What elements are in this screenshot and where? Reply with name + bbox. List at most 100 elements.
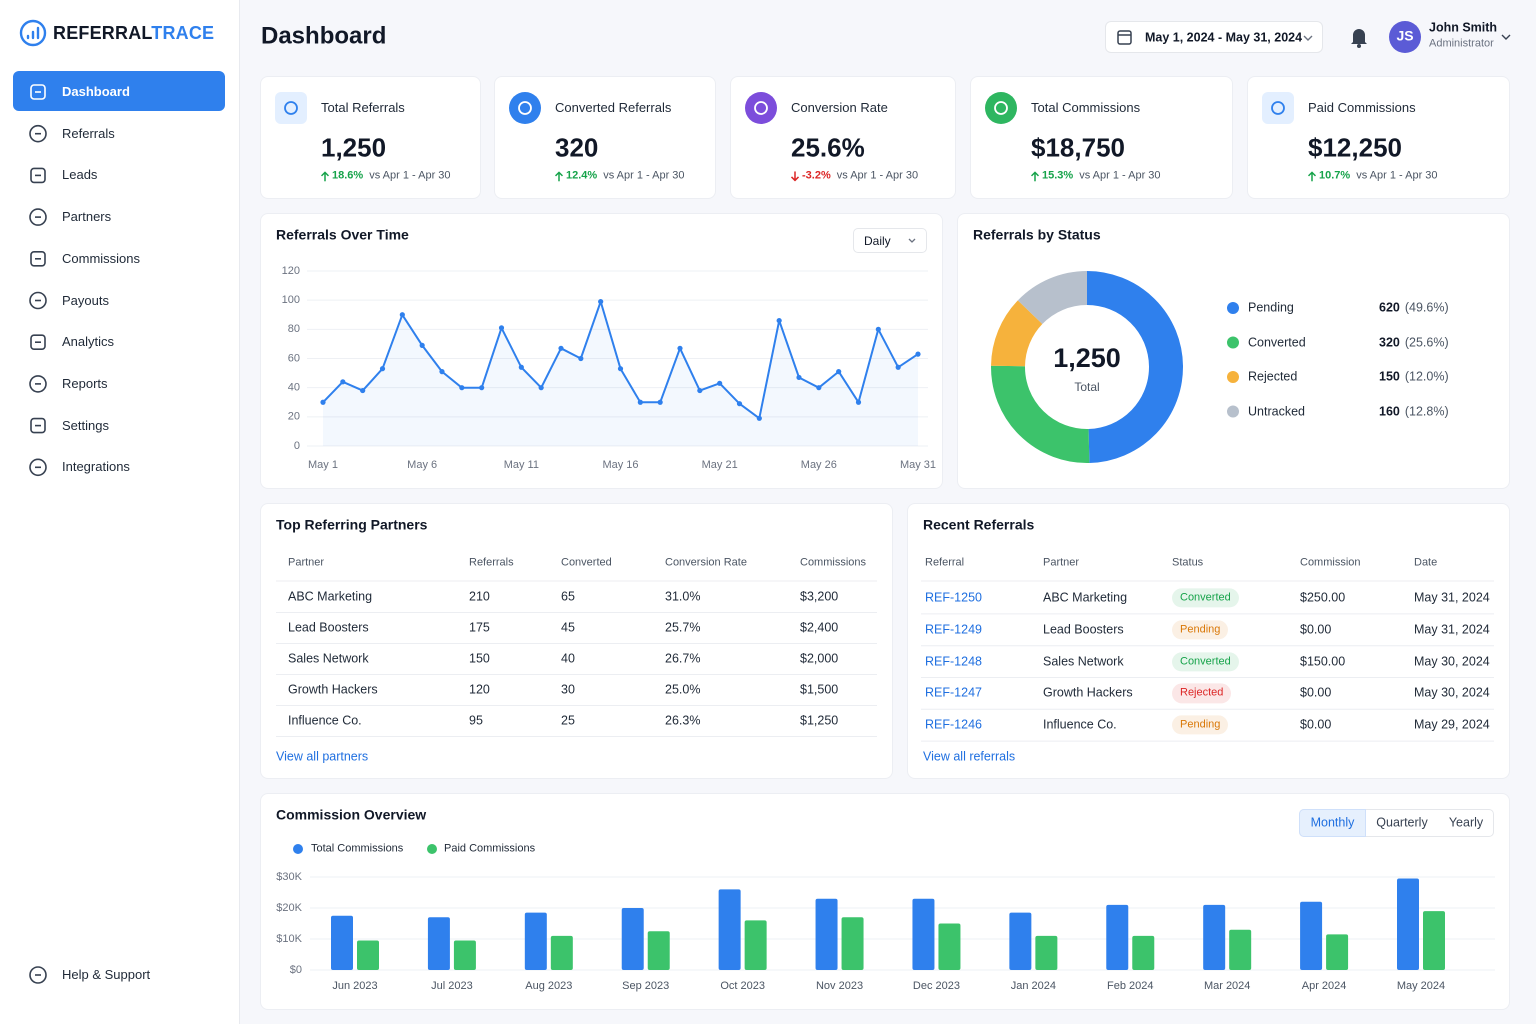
table-link[interactable]: View all partners [276,749,369,764]
column-header: Date [1414,556,1438,569]
bell-dot [1357,44,1361,48]
kpi-change: 18.6% vs Apr 1 - Apr 30 [321,169,451,182]
legend-label: Converted [1248,335,1306,349]
kpi-change-value: 18.6% [332,169,364,182]
table-cell: 65 [561,589,575,604]
table-cell: ABC Marketing [288,589,373,604]
legend-label: Untracked [1248,404,1305,418]
table-cell: Influence Co. [288,713,362,728]
date-picker[interactable] [1105,21,1323,53]
table-cell: May 31, 2024 [1414,590,1490,605]
table-cell: 40 [561,651,575,666]
column-header: Commission [1300,556,1361,569]
referral-link[interactable]: REF-1248 [925,654,982,669]
legend-count: 150 [1379,369,1400,384]
status-pill: Pending [1172,620,1229,640]
nav-item[interactable]: Leads [62,167,98,183]
kpi-value: 25.6% [791,132,865,163]
table-cell: 25.7% [665,620,701,635]
interval-value: Daily [864,233,891,248]
chart-title: Referrals by Status [973,226,1101,243]
nav-item[interactable]: Partners [62,209,112,225]
trend-arrow [791,171,799,181]
column-header: Commissions [800,556,867,569]
legend-count: 620 [1379,300,1400,315]
kpi-change-value: 10.7% [1319,169,1351,182]
nav-item[interactable]: Payouts [62,292,109,308]
nav-item[interactable]: Dashboard [62,84,130,100]
table-cell: 25 [561,713,575,728]
nav-active[interactable] [13,71,225,111]
column-header: Referrals [469,556,514,569]
table-cell: 95 [469,713,483,728]
kpi-compare: vs Apr 1 - Apr 30 [836,169,919,182]
table-cell: May 31, 2024 [1414,622,1490,637]
tab[interactable]: Monthly [1310,815,1355,830]
kpi-value: $12,250 [1308,132,1402,163]
referral-link[interactable]: REF-1250 [925,590,982,605]
table-cell: $250.00 [1300,590,1346,605]
kpi-title: Converted Referrals [555,100,672,116]
table-link[interactable]: View all referrals [923,749,1016,764]
legend-count: 320 [1379,335,1400,349]
column-header: Partner [288,556,325,569]
nav-item[interactable]: Commissions [62,251,141,266]
status-pill: Converted [1172,652,1239,672]
table-cell: Sales Network [288,651,369,666]
table-cell: $0.00 [1300,685,1332,700]
brand: REFERRALTRACE [53,23,214,45]
referral-link[interactable]: REF-1247 [925,685,982,700]
legend-share: (12.0%) [1404,369,1449,384]
legend-share: (25.6%) [1404,335,1449,349]
tab-active[interactable] [1299,809,1366,837]
legend-value: 150 (12.0%) [1379,370,1449,385]
table-cell: Growth Hackers [1043,685,1133,700]
chart-title: Commission Overview [276,806,427,823]
avatar [1389,21,1421,53]
tab[interactable]: Quarterly [1376,815,1428,830]
user-name: John Smith [1429,20,1498,35]
referral-link[interactable]: REF-1246 [925,717,982,732]
line-chart-card [260,213,943,489]
table-card [907,503,1510,779]
trend-arrow [555,171,563,181]
nav-item[interactable]: Referrals [62,125,115,141]
table-cell: 45 [561,620,575,635]
referral-link[interactable]: REF-1249 [925,622,982,637]
brand-part: TRACE [151,23,215,44]
table-cell: $1,500 [800,682,839,697]
avatar-initials: JS [1396,28,1413,44]
nav-item[interactable]: Analytics [62,334,115,350]
table-cell: May 30, 2024 [1414,654,1490,669]
table-title: Top Referring Partners [276,516,428,533]
help-link[interactable]: Help & Support [62,967,151,983]
table-cell: Lead Boosters [1043,622,1124,637]
nav-item[interactable]: Settings [62,417,109,433]
kpi-compare: vs Apr 1 - Apr 30 [1356,169,1438,182]
user-role: Administrator [1429,37,1494,50]
legend-value: 160 (12.8%) [1379,404,1449,419]
kpi-compare: vs Apr 1 - Apr 30 [603,169,685,182]
table-cell: $2,400 [800,620,839,635]
table-cell: 26.7% [665,651,701,666]
kpi-value: 1,250 [321,132,387,163]
table-title: Recent Referrals [923,516,1035,533]
tab[interactable]: Yearly [1448,815,1484,830]
kpi-value: 320 [555,132,599,163]
legend-label: Paid Commissions [444,842,536,855]
legend-share: (12.8%) [1404,404,1449,418]
table-cell: $3,200 [800,589,839,604]
table-cell: 120 [469,682,490,697]
page-title: Dashboard [261,22,387,50]
table-cell: $0.00 [1300,622,1332,637]
table-cell: $0.00 [1300,717,1332,732]
kpi-title: Total Commissions [1031,100,1141,116]
brand-part: REFERRAL [53,23,152,44]
nav-item[interactable]: Integrations [62,459,130,475]
bell-icon [1351,29,1367,44]
legend-share: (49.6%) [1404,300,1449,315]
trend-arrow [321,171,329,181]
nav-item[interactable]: Reports [62,376,108,392]
legend-label: Total Commissions [311,842,404,855]
